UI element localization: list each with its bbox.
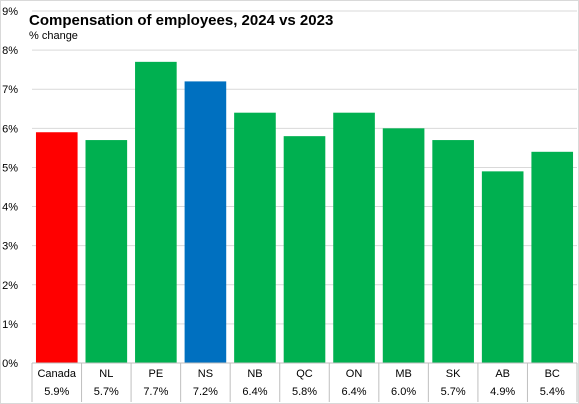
value-label: 6.4% — [242, 386, 267, 398]
category-labels: Canada 5.9% NL 5.7% PE 7.7% NS 7.2% NB 6.4% QC 5.8%… — [37, 368, 564, 398]
value-label: 7.2% — [193, 386, 218, 398]
bar-on — [333, 112, 375, 363]
axis-lines — [31, 362, 578, 402]
value-label: 4.9% — [490, 386, 515, 398]
category-label: QC — [296, 368, 313, 380]
value-label: 5.8% — [292, 386, 317, 398]
y-tick-label: 6% — [2, 123, 18, 135]
bar-ns — [184, 81, 227, 364]
value-label: 6.4% — [342, 386, 367, 398]
bar-canada — [35, 132, 78, 363]
y-tick-label: 1% — [2, 319, 18, 331]
category-label: SK — [446, 368, 461, 380]
y-tick-label: 5% — [2, 162, 18, 174]
bar-mb — [382, 128, 425, 363]
category-label: NL — [99, 368, 113, 380]
category-label: Canada — [37, 368, 76, 380]
value-label: 5.7% — [94, 386, 119, 398]
bar-nb — [234, 112, 276, 363]
category-label: ON — [346, 368, 363, 380]
y-tick-label: 2% — [2, 280, 18, 292]
value-label: 5.9% — [44, 386, 69, 398]
y-axis-ticks: 0% 1% 2% 3% 4% 5% 6% 7% 8% 9% — [2, 6, 18, 370]
category-label: PE — [149, 368, 164, 380]
value-label: 7.7% — [143, 386, 168, 398]
value-label: 6.0% — [391, 386, 416, 398]
category-label: MB — [395, 368, 412, 380]
category-label: NB — [247, 368, 262, 380]
y-tick-label: 7% — [2, 84, 18, 96]
category-label: NS — [198, 368, 213, 380]
bar-pe — [135, 61, 177, 363]
bar-nl — [85, 140, 128, 363]
category-label: BC — [545, 368, 560, 380]
value-label: 5.4% — [540, 386, 565, 398]
y-tick-label: 8% — [2, 45, 18, 57]
y-tick-label: 9% — [2, 6, 18, 18]
bar-ab — [481, 171, 524, 363]
bar-qc — [283, 136, 326, 363]
chart-title: Compensation of employees, 2024 vs 2023 — [29, 12, 333, 29]
value-label: 5.7% — [441, 386, 466, 398]
y-tick-label: 3% — [2, 241, 18, 253]
bars — [35, 61, 574, 364]
y-tick-label: 4% — [2, 202, 18, 214]
chart-subtitle: % change — [29, 30, 78, 42]
bar-bc — [531, 151, 574, 363]
y-tick-label: 0% — [2, 358, 18, 370]
bar-sk — [432, 140, 474, 363]
category-label: AB — [495, 368, 510, 380]
